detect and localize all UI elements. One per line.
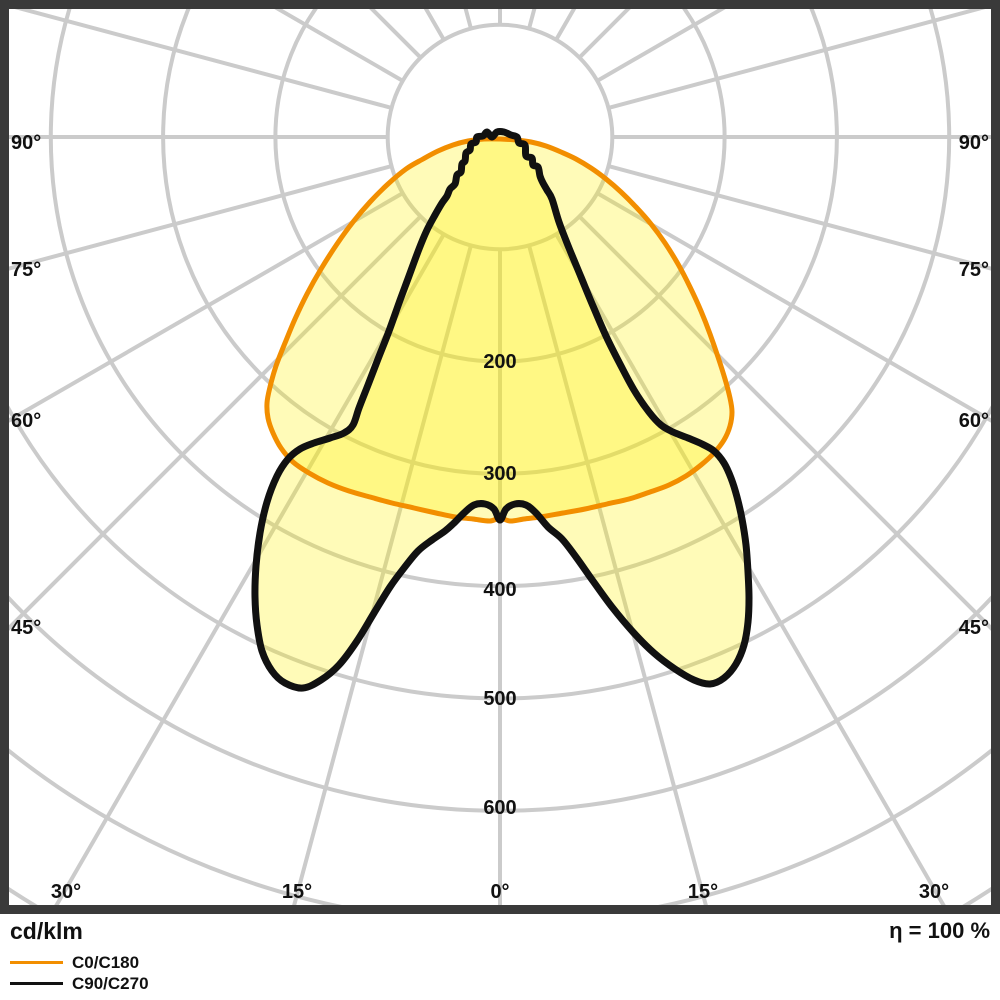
ring-label: 200 <box>483 351 516 373</box>
ring-label: 500 <box>483 688 516 710</box>
grid-spoke <box>9 164 393 271</box>
legend-item-c90-c270: C90/C270 <box>10 973 410 994</box>
angle-label: 60° <box>959 410 989 432</box>
legend-label: C0/C180 <box>72 953 140 972</box>
angle-label: 90° <box>11 132 41 154</box>
grid-spoke <box>607 9 986 110</box>
caption-row: cd/klm η = 100 % <box>0 916 1000 944</box>
angle-label: 90° <box>959 132 989 154</box>
legend-line-orange <box>10 961 63 964</box>
grid-spoke <box>577 214 991 631</box>
fill-c0-c180 <box>266 138 732 522</box>
curve-c90-c270 <box>251 128 753 692</box>
grid-spoke <box>14 9 393 110</box>
grid-spoke <box>9 191 404 423</box>
angle-label: 60° <box>11 410 41 432</box>
legend-line-black <box>10 982 63 985</box>
units-label: cd/klm <box>10 918 83 944</box>
angle-label: 75° <box>959 259 989 281</box>
grid-spoke <box>292 244 473 905</box>
legend: C0/C180 C90/C270 <box>10 952 410 994</box>
grid-spoke <box>54 233 446 905</box>
ring-label: 300 <box>483 463 516 485</box>
legend-item-c0-c180: C0/C180 <box>10 952 410 973</box>
labels: 200 300 400 500 600 90° 75° 60° 45° 90° 75° 60° 45° 3… <box>11 132 989 903</box>
grid-spoke <box>9 214 423 631</box>
legend-label: C90/C270 <box>72 974 149 993</box>
angle-label: 30° <box>919 881 949 903</box>
efficiency-label: η = 100 % <box>889 918 990 943</box>
angle-label: 45° <box>959 617 989 639</box>
angle-label: 30° <box>51 881 81 903</box>
grid-spoke <box>607 164 991 271</box>
angle-label: 0° <box>490 881 509 903</box>
ring-label: 400 <box>483 579 516 601</box>
angle-label: 75° <box>11 259 41 281</box>
grid-spoke <box>554 233 946 905</box>
angle-label: 45° <box>11 617 41 639</box>
grid-spoke <box>596 191 991 423</box>
angle-label: 15° <box>688 881 718 903</box>
angle-label: 15° <box>282 881 312 903</box>
curve-c0-c180 <box>264 136 735 524</box>
ring-label: 600 <box>483 797 516 819</box>
grid-spoke <box>527 244 708 905</box>
fill-c90-c270 <box>254 131 749 689</box>
plot-frame <box>0 0 1000 914</box>
